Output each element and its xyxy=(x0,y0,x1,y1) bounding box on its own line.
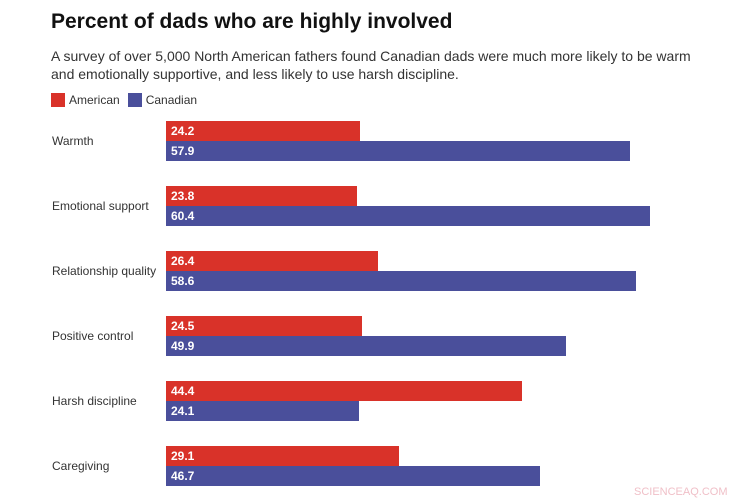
data-label: 60.4 xyxy=(171,209,195,223)
data-label: 29.1 xyxy=(171,449,195,463)
bar-canadian xyxy=(166,271,636,291)
bar-canadian xyxy=(166,336,566,356)
data-label: 46.7 xyxy=(171,469,195,483)
data-label: 26.4 xyxy=(171,254,195,268)
bar-canadian xyxy=(166,141,630,161)
legend-item-american: American xyxy=(51,93,120,107)
bar-american xyxy=(166,186,357,206)
legend-swatch-canadian xyxy=(127,93,142,107)
bar-canadian xyxy=(166,206,650,226)
legend-label: American xyxy=(69,93,120,107)
data-label: 24.2 xyxy=(171,124,195,138)
bar-american xyxy=(166,446,400,466)
watermark: SCIENCEAQ.COM xyxy=(634,486,728,498)
data-label: 57.9 xyxy=(171,144,195,158)
category-label: Relationship quality xyxy=(52,264,157,278)
bar-canadian xyxy=(166,401,360,421)
data-label: 58.6 xyxy=(171,274,195,288)
legend-swatch-american xyxy=(51,93,65,107)
bar-american xyxy=(166,251,378,271)
bar-american xyxy=(166,316,363,336)
legend: American Canadian xyxy=(51,93,197,107)
data-label: 24.5 xyxy=(171,319,195,333)
legend-label: Canadian xyxy=(145,93,198,107)
category-label: Caregiving xyxy=(52,459,110,473)
data-label: 44.4 xyxy=(171,384,195,398)
bar-canadian xyxy=(166,466,541,486)
bar-american xyxy=(166,381,522,401)
chart-title: Percent of dads who are highly involved xyxy=(51,10,453,33)
data-label: 49.9 xyxy=(171,339,195,353)
category-label: Harsh discipline xyxy=(52,394,137,408)
category-label: Warmth xyxy=(52,134,94,148)
data-label: 24.1 xyxy=(171,404,195,418)
category-label: Emotional support xyxy=(52,199,149,213)
chart-subtitle: A survey of over 5,000 North American fa… xyxy=(51,48,691,82)
bar-american xyxy=(166,121,360,141)
legend-item-canadian: Canadian xyxy=(127,93,198,107)
category-label: Positive control xyxy=(52,329,134,343)
data-label: 23.8 xyxy=(171,189,195,203)
